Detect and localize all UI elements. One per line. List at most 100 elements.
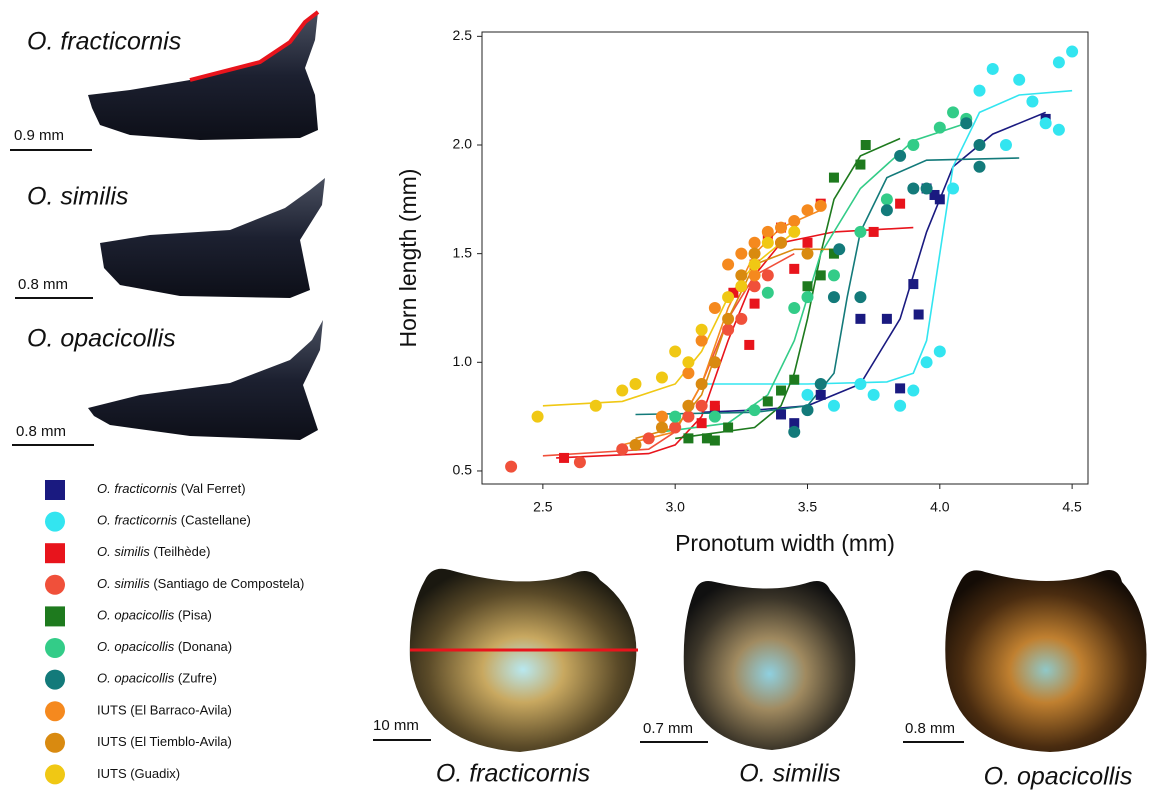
data-point [894, 400, 906, 412]
legend-label: IUTS (El Barraco-Avila) [97, 703, 232, 718]
data-point [934, 122, 946, 134]
data-point [1026, 96, 1038, 108]
legend-label: O. similis (Santiago de Compostela) [97, 576, 304, 591]
data-point [974, 139, 986, 151]
data-point [532, 411, 544, 423]
legend-marker [45, 543, 65, 563]
data-point [869, 227, 879, 237]
data-point [616, 443, 628, 455]
data-point [987, 63, 999, 75]
data-point [722, 313, 734, 325]
legend-marker [45, 512, 65, 532]
y-tick-label: 2.5 [453, 27, 473, 43]
data-point [629, 439, 641, 451]
data-point [709, 302, 721, 314]
data-point [682, 400, 694, 412]
data-point [669, 422, 681, 434]
y-axis-label: Horn length (mm) [395, 169, 421, 348]
data-point [775, 237, 787, 249]
data-point [776, 386, 786, 396]
data-point [801, 404, 813, 416]
data-point [696, 324, 708, 336]
x-tick-label: 2.5 [533, 499, 553, 515]
data-point [629, 378, 641, 390]
legend-label: IUTS (El Tiemblo-Avila) [97, 734, 232, 749]
x-tick-label: 4.5 [1062, 499, 1082, 515]
data-point [816, 390, 826, 400]
data-point [789, 375, 799, 385]
data-point [669, 411, 681, 423]
data-point [907, 139, 919, 151]
legend-label: O. similis (Teilhède) [97, 545, 210, 560]
data-point [574, 456, 586, 468]
data-point [801, 204, 813, 216]
data-point [776, 409, 786, 419]
legend-marker [45, 733, 65, 753]
legend-label: O. opacicollis (Donana) [97, 639, 232, 654]
legend-marker [45, 575, 65, 595]
data-point [682, 411, 694, 423]
data-point [907, 385, 919, 397]
legend-label: IUTS (Guadix) [97, 766, 180, 781]
data-point [735, 248, 747, 260]
data-point [801, 248, 813, 260]
fit-curve [662, 123, 966, 432]
data-point [643, 432, 655, 444]
species-label: O. opacicollis [27, 325, 176, 353]
scale-label: 0.8 mm [18, 276, 68, 293]
data-point [710, 436, 720, 446]
data-point [974, 85, 986, 97]
data-point [749, 280, 761, 292]
data-point [960, 117, 972, 129]
data-point [697, 418, 707, 428]
legend-marker [45, 670, 65, 690]
y-tick-label: 1.0 [453, 353, 473, 369]
data-point [854, 291, 866, 303]
data-point [656, 411, 668, 423]
legend-label: O. opacicollis (Zufre) [97, 671, 217, 686]
data-point [854, 226, 866, 238]
legend-label: O. opacicollis (Pisa) [97, 608, 212, 623]
data-point [1013, 74, 1025, 86]
species-label: O. fracticornis [27, 28, 181, 56]
data-point [696, 400, 708, 412]
dorsal-view [410, 569, 1147, 752]
scale-label: 0.8 mm [16, 423, 66, 440]
data-point [559, 453, 569, 463]
data-point [749, 259, 761, 271]
y-tick-label: 0.5 [453, 462, 473, 478]
scale-label: 10 mm [373, 717, 419, 734]
data-point [854, 378, 866, 390]
data-point [816, 270, 826, 280]
scale-label: 0.8 mm [905, 720, 955, 737]
data-point [974, 161, 986, 173]
data-point [709, 356, 721, 368]
data-point [789, 264, 799, 274]
data-point [505, 461, 517, 473]
data-point [894, 150, 906, 162]
lateral-view [88, 12, 325, 440]
data-point [762, 287, 774, 299]
data-point [828, 291, 840, 303]
data-point [749, 237, 761, 249]
data-point [788, 426, 800, 438]
data-point [683, 433, 693, 443]
data-point [788, 215, 800, 227]
data-point [1000, 139, 1012, 151]
data-point [921, 182, 933, 194]
fit-curve [622, 210, 820, 445]
data-point [934, 345, 946, 357]
data-point [722, 324, 734, 336]
legend-marker [45, 701, 65, 721]
data-point [762, 226, 774, 238]
legend-marker [45, 638, 65, 658]
x-tick-label: 4.0 [930, 499, 950, 515]
x-axis-label: Pronotum width (mm) [675, 530, 895, 556]
data-point [829, 173, 839, 183]
data-point [616, 385, 628, 397]
data-point [735, 313, 747, 325]
data-point [914, 310, 924, 320]
species-label: O. similis [739, 760, 840, 788]
data-point [802, 238, 812, 248]
data-point [749, 269, 761, 281]
